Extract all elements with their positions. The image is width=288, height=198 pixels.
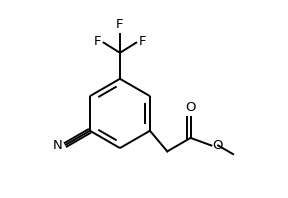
Text: F: F xyxy=(139,35,146,48)
Text: F: F xyxy=(94,35,101,48)
Text: O: O xyxy=(185,101,196,114)
Text: F: F xyxy=(116,18,124,31)
Text: O: O xyxy=(212,139,223,152)
Text: N: N xyxy=(52,139,62,152)
